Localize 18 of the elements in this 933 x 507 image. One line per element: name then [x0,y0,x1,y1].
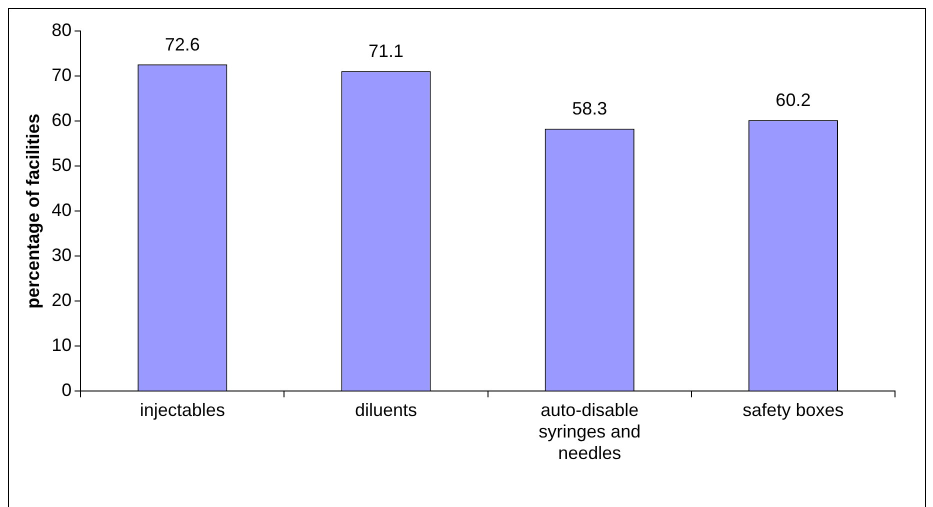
y-tick-label: 30 [52,245,72,266]
x-tick-label: auto-disable syringes and needles [538,400,641,464]
x-tick-label: safety boxes [742,400,844,420]
data-label: 72.6 [164,34,200,54]
y-tick-label: 80 [52,20,72,40]
y-tick-label: 0 [62,380,72,400]
y-tick-label: 50 [52,155,72,176]
y-axis-title: percentage of facilities [22,114,43,309]
y-tick-label: 40 [52,200,72,220]
y-tick-label: 20 [52,290,72,310]
y-tick-label: 10 [52,335,72,356]
x-tick-label: injectables [140,400,225,420]
data-label: 58.3 [572,98,608,119]
y-tick-label: 60 [52,110,72,130]
data-label: 60.2 [776,90,811,110]
data-label: 71.1 [368,41,404,62]
x-tick-label: diluents [354,400,418,420]
y-tick-label: 70 [52,64,72,85]
